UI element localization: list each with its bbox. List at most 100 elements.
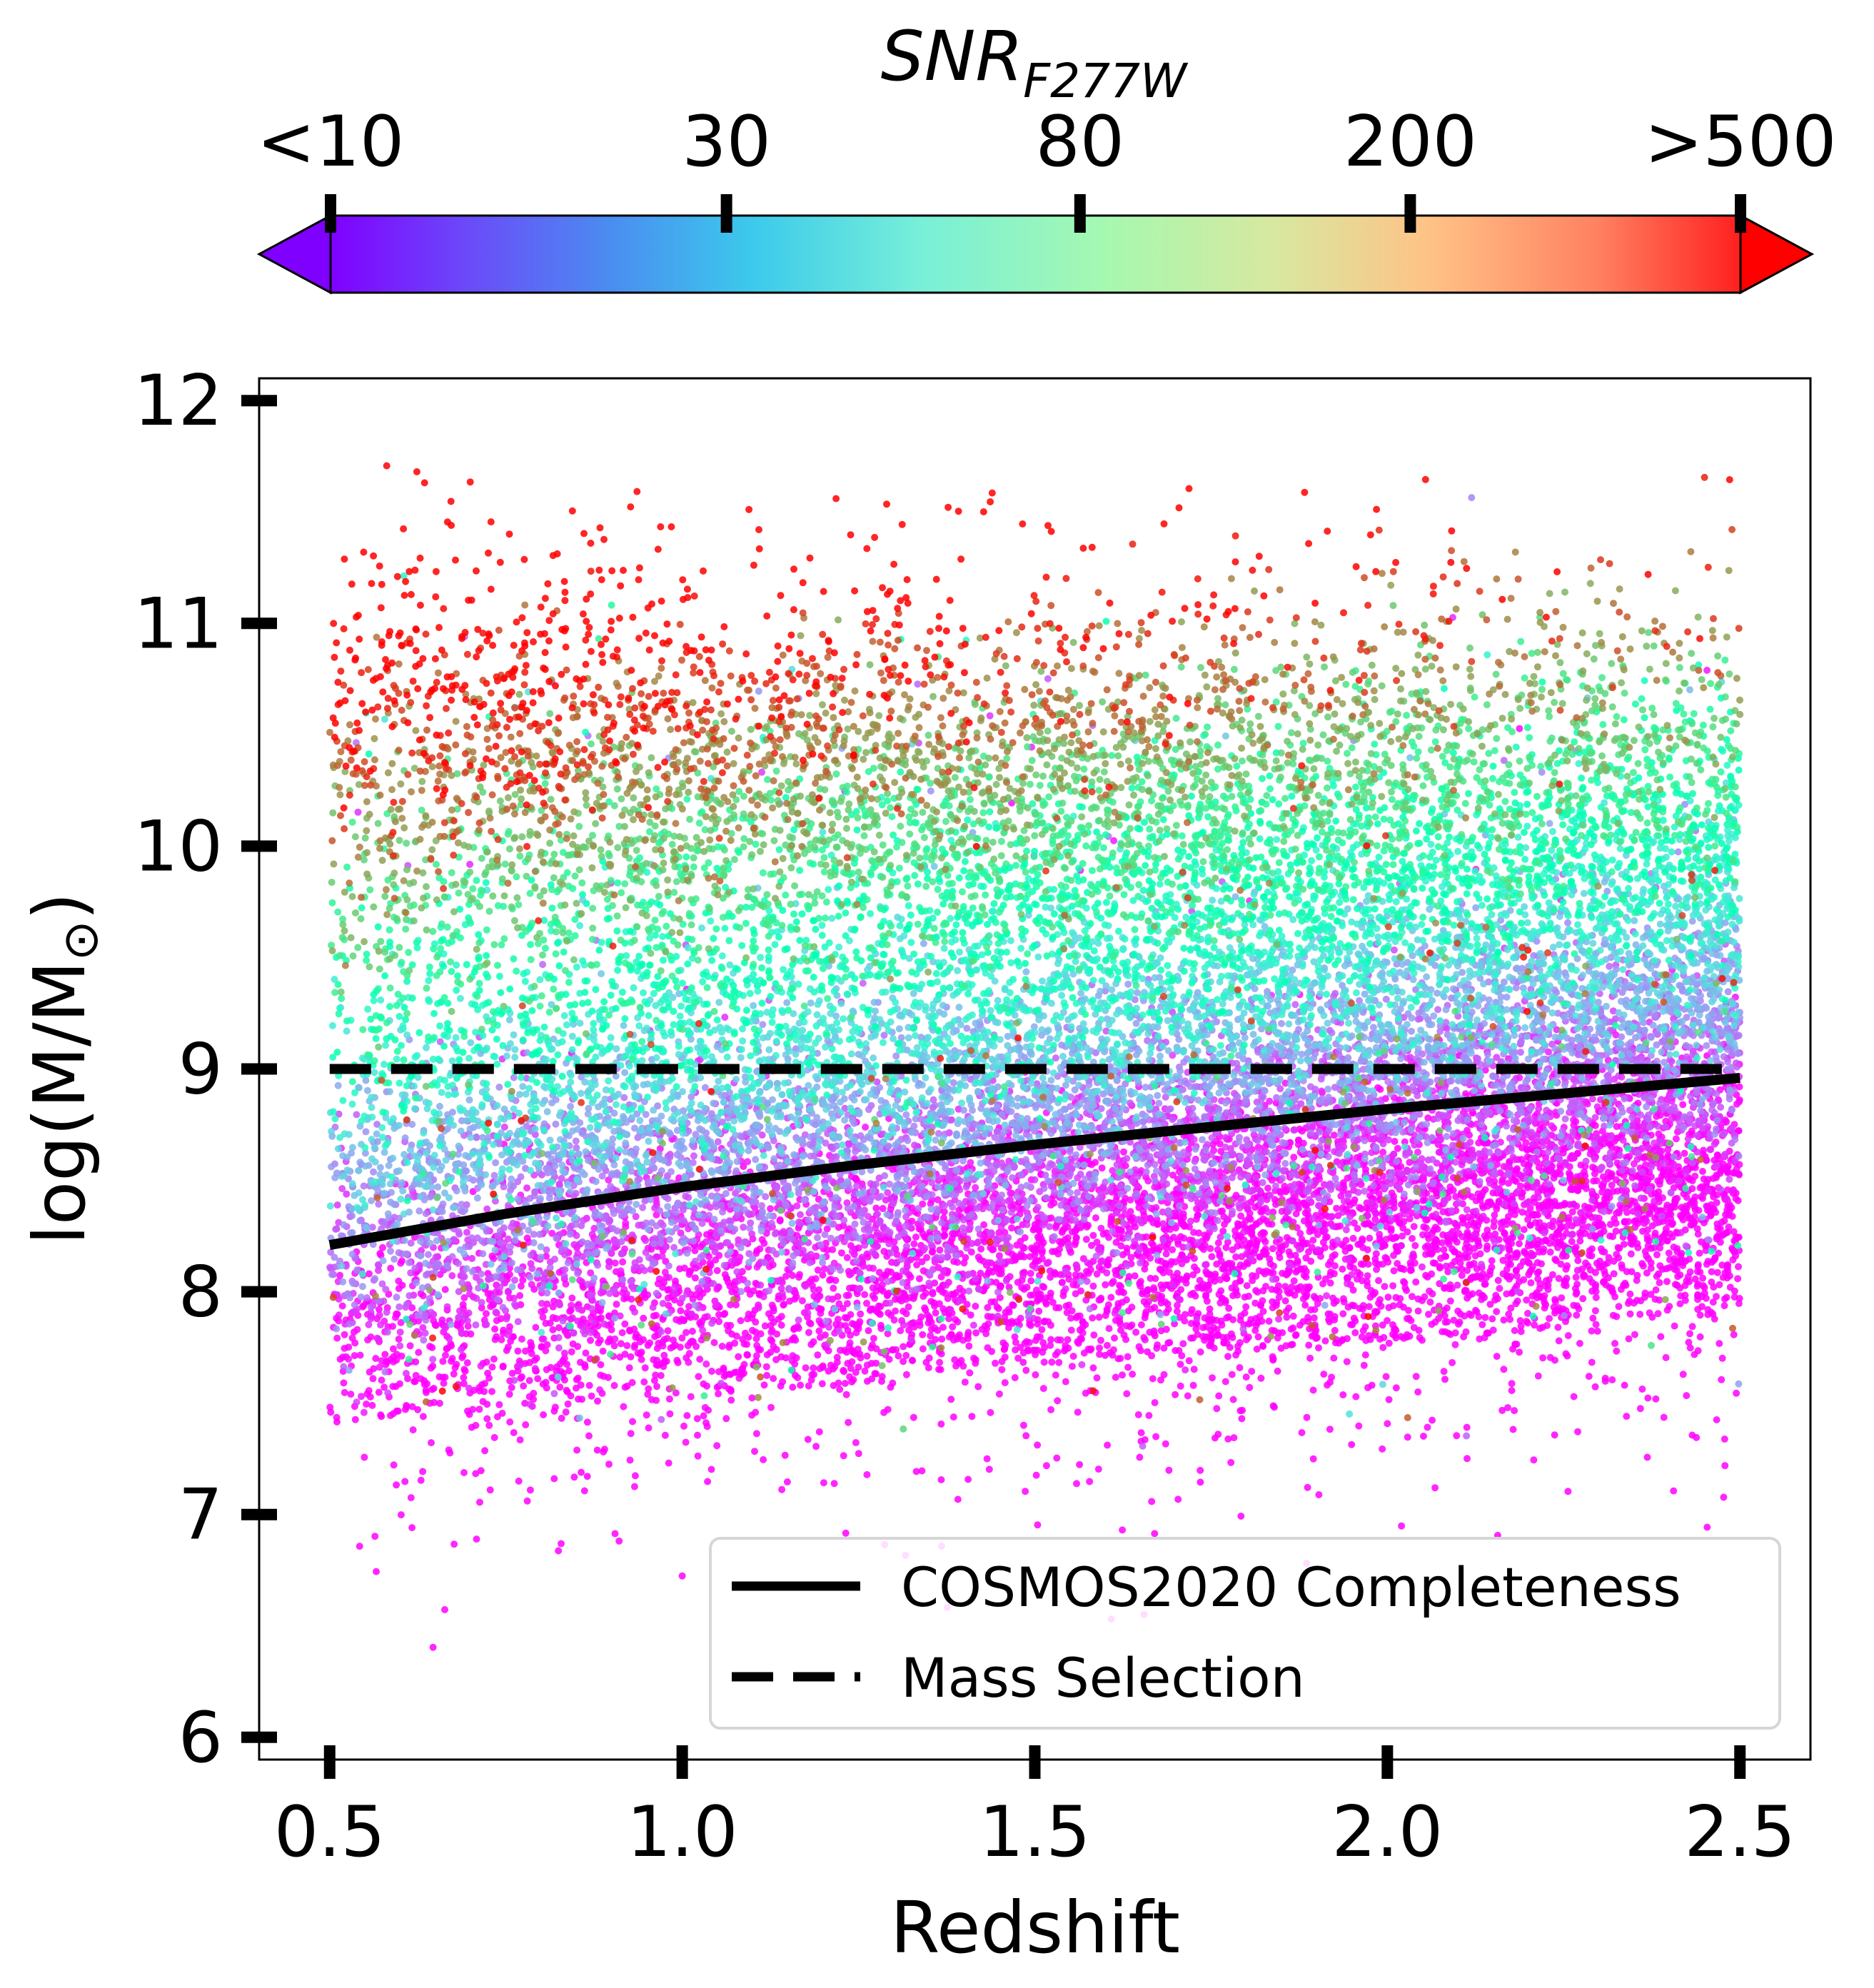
- data-point: [722, 1274, 730, 1282]
- data-point: [932, 1309, 939, 1317]
- data-point: [1688, 1185, 1696, 1193]
- data-point: [1601, 1267, 1608, 1275]
- data-point: [483, 1310, 490, 1318]
- data-point: [1364, 1272, 1371, 1280]
- data-point: [1177, 1382, 1184, 1390]
- data-point: [1077, 1287, 1084, 1295]
- data-point: [1094, 1465, 1102, 1473]
- data-point: [1197, 1478, 1204, 1486]
- data-point: [1449, 1358, 1456, 1366]
- data-point: [1441, 1328, 1449, 1336]
- data-point: [1516, 1240, 1523, 1248]
- data-point: [691, 1274, 699, 1282]
- data-point: [960, 1259, 968, 1267]
- data-point: [1721, 1302, 1728, 1310]
- data-point: [615, 1537, 623, 1545]
- data-point: [836, 1386, 844, 1393]
- data-point: [406, 1342, 414, 1350]
- data-point: [1319, 1238, 1327, 1246]
- data-point: [1137, 1429, 1145, 1437]
- data-point: [608, 1326, 615, 1333]
- data-point: [1564, 1488, 1572, 1495]
- data-point: [1120, 1289, 1127, 1296]
- data-point: [1625, 1335, 1633, 1343]
- data-point: [1103, 1306, 1111, 1313]
- data-point: [1331, 1251, 1339, 1258]
- data-point: [879, 1205, 887, 1212]
- data-point: [863, 1299, 870, 1307]
- data-point: [743, 1351, 751, 1358]
- colorbar-gradient: [329, 214, 1742, 294]
- data-point: [1679, 1101, 1687, 1109]
- data-point: [1001, 1379, 1009, 1386]
- data-point: [1703, 1523, 1711, 1531]
- data-point: [1306, 1354, 1314, 1362]
- data-point: [550, 1475, 558, 1483]
- data-point: [878, 1378, 885, 1386]
- data-point: [394, 1407, 402, 1415]
- data-point: [1561, 1277, 1568, 1285]
- data-point: [1700, 1146, 1707, 1154]
- data-point: [1067, 1248, 1074, 1256]
- data-point: [1647, 1264, 1655, 1272]
- data-point: [1079, 1329, 1087, 1337]
- data-point: [1456, 1318, 1464, 1326]
- data-point: [1339, 1265, 1346, 1273]
- data-point: [970, 1354, 977, 1362]
- data-point: [1214, 1431, 1222, 1438]
- data-point: [1713, 1268, 1721, 1276]
- data-point: [1039, 1385, 1047, 1393]
- data-point: [597, 1371, 605, 1379]
- data-point: [599, 1347, 607, 1355]
- data-point: [1585, 1373, 1593, 1381]
- data-point: [1226, 1343, 1234, 1351]
- data-point: [1109, 1278, 1117, 1286]
- data-point: [1064, 1336, 1072, 1343]
- data-point: [1069, 1353, 1077, 1360]
- data-point: [807, 1376, 815, 1384]
- data-point: [905, 1303, 912, 1311]
- data-point: [1396, 1265, 1404, 1272]
- data-point: [1709, 1298, 1717, 1306]
- data-point: [498, 1409, 506, 1417]
- data-point: [508, 1383, 515, 1391]
- data-point: [998, 1366, 1006, 1373]
- data-point: [1223, 1314, 1231, 1322]
- colorbar-tick-label-3: 200: [1344, 101, 1477, 183]
- data-point: [998, 1358, 1006, 1366]
- data-point: [1326, 1426, 1334, 1433]
- data-point: [1358, 1333, 1366, 1341]
- data-point: [1414, 1307, 1422, 1315]
- data-point: [1344, 1303, 1352, 1311]
- data-point: [792, 1336, 800, 1344]
- data-point: [1349, 1234, 1357, 1242]
- data-point: [1269, 1245, 1276, 1253]
- data-point: [1350, 1302, 1358, 1310]
- data-point: [1731, 1169, 1739, 1177]
- data-point: [902, 1371, 910, 1378]
- colorbar-tick-label-1: 30: [682, 101, 771, 183]
- data-point: [872, 1359, 880, 1367]
- data-point: [1011, 1374, 1019, 1381]
- data-point: [1652, 1286, 1660, 1294]
- data-point: [1027, 1277, 1035, 1285]
- data-point: [1701, 1289, 1708, 1297]
- data-point: [1731, 1287, 1738, 1295]
- data-point: [814, 1266, 822, 1274]
- data-point: [1206, 1305, 1214, 1313]
- data-point: [1698, 1168, 1706, 1175]
- data-point: [696, 1356, 704, 1363]
- data-point: [1564, 1332, 1572, 1340]
- data-point: [623, 1382, 631, 1390]
- data-point: [1304, 1483, 1311, 1491]
- data-point: [1089, 1314, 1097, 1322]
- data-point: [630, 1483, 638, 1490]
- data-point: [1164, 1300, 1172, 1308]
- data-point: [727, 1396, 735, 1404]
- data-point: [1688, 1177, 1696, 1185]
- data-point: [1192, 1325, 1200, 1333]
- data-point: [902, 1310, 910, 1318]
- data-point: [925, 1364, 932, 1372]
- data-point: [863, 1352, 871, 1360]
- data-point: [1379, 1260, 1386, 1268]
